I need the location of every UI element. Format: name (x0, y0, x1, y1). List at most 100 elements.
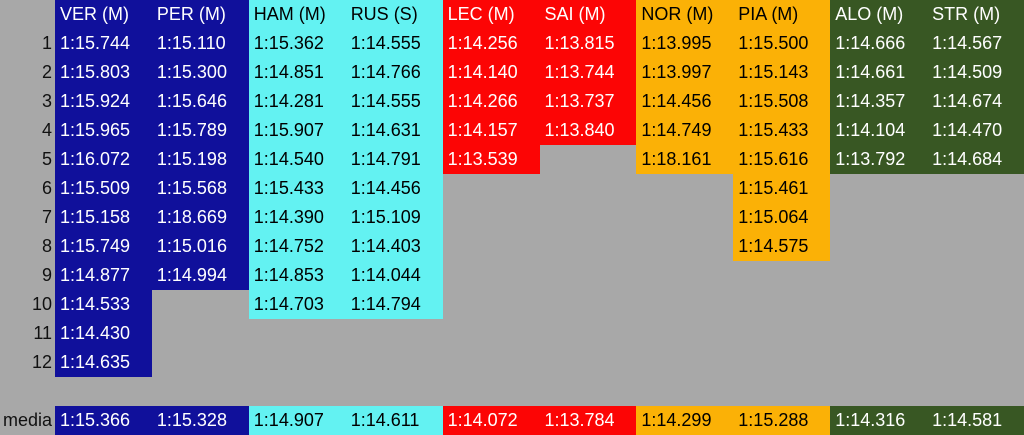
cell-alo-r4[interactable]: 1:14.104 (830, 116, 928, 145)
cell-lec-r5[interactable]: 1:13.539 (442, 145, 540, 174)
cell-lec-r2[interactable]: 1:14.140 (442, 58, 540, 87)
cell-alo-r3[interactable]: 1:14.357 (830, 87, 928, 116)
column-header-per[interactable]: PER (M) (151, 0, 249, 29)
cell-sai-r4[interactable]: 1:13.840 (539, 116, 637, 145)
cell-ham-r10[interactable]: 1:14.703 (248, 290, 346, 319)
cell-per-r3[interactable]: 1:15.646 (151, 87, 249, 116)
cell-ham-r3[interactable]: 1:14.281 (248, 87, 346, 116)
cell-ver-r11[interactable]: 1:14.430 (55, 319, 152, 348)
cell-nor-r5[interactable]: 1:18.161 (636, 145, 734, 174)
cell-ver-r12[interactable]: 1:14.635 (55, 348, 152, 377)
cell-per-r7[interactable]: 1:18.669 (151, 203, 249, 232)
cell-per-r8[interactable]: 1:15.016 (151, 232, 249, 261)
row-number[interactable]: 2 (41, 62, 52, 82)
cell-str-r4[interactable]: 1:14.470 (927, 116, 1024, 145)
cell-nor-r2[interactable]: 1:13.997 (636, 58, 734, 87)
cell-per-r5[interactable]: 1:15.198 (151, 145, 249, 174)
cell-rus-r6[interactable]: 1:14.456 (345, 174, 443, 203)
cell-nor-r4[interactable]: 1:14.749 (636, 116, 734, 145)
cell-lec-r3[interactable]: 1:14.266 (442, 87, 540, 116)
cell-pia-r3[interactable]: 1:15.508 (733, 87, 831, 116)
cell-ham-r2[interactable]: 1:14.851 (248, 58, 346, 87)
cell-ver-r4[interactable]: 1:15.965 (55, 116, 152, 145)
row-number[interactable]: 5 (41, 149, 52, 169)
cell-rus-r2[interactable]: 1:14.766 (345, 58, 443, 87)
cell-ver-r6[interactable]: 1:15.509 (55, 174, 152, 203)
cell-alo-r5[interactable]: 1:13.792 (830, 145, 928, 174)
cell-sai-r1[interactable]: 1:13.815 (539, 29, 637, 58)
cell-ver-r3[interactable]: 1:15.924 (55, 87, 152, 116)
cell-per-r9[interactable]: 1:14.994 (151, 261, 249, 290)
cell-ver-r2[interactable]: 1:15.803 (55, 58, 152, 87)
cell-ham-r6[interactable]: 1:15.433 (248, 174, 346, 203)
cell-str-r2[interactable]: 1:14.509 (927, 58, 1024, 87)
cell-pia-r8[interactable]: 1:14.575 (733, 232, 831, 261)
cell-rus-r10[interactable]: 1:14.794 (345, 290, 443, 319)
cell-rus-r4[interactable]: 1:14.631 (345, 116, 443, 145)
cell-rus-r9[interactable]: 1:14.044 (345, 261, 443, 290)
cell-ver-r7[interactable]: 1:15.158 (55, 203, 152, 232)
cell-ver-r5[interactable]: 1:16.072 (55, 145, 152, 174)
media-rus[interactable]: 1:14.611 (345, 406, 443, 435)
cell-str-r1[interactable]: 1:14.567 (927, 29, 1024, 58)
column-header-str[interactable]: STR (M) (927, 0, 1024, 29)
media-per[interactable]: 1:15.328 (151, 406, 249, 435)
row-number[interactable]: 6 (41, 178, 52, 198)
cell-pia-r5[interactable]: 1:15.616 (733, 145, 831, 174)
cell-ham-r1[interactable]: 1:15.362 (248, 29, 346, 58)
column-header-sai[interactable]: SAI (M) (539, 0, 637, 29)
row-number[interactable]: 12 (31, 352, 52, 372)
media-pia[interactable]: 1:15.288 (733, 406, 831, 435)
cell-ver-r9[interactable]: 1:14.877 (55, 261, 152, 290)
row-number[interactable]: 10 (31, 294, 52, 314)
cell-lec-r1[interactable]: 1:14.256 (442, 29, 540, 58)
row-number[interactable]: 8 (41, 236, 52, 256)
media-sai[interactable]: 1:13.784 (539, 406, 637, 435)
cell-nor-r1[interactable]: 1:13.995 (636, 29, 734, 58)
cell-nor-r3[interactable]: 1:14.456 (636, 87, 734, 116)
cell-ham-r4[interactable]: 1:15.907 (248, 116, 346, 145)
column-header-ham[interactable]: HAM (M) (248, 0, 346, 29)
row-number[interactable]: 7 (41, 207, 52, 227)
row-number[interactable]: 4 (41, 120, 52, 140)
cell-pia-r6[interactable]: 1:15.461 (733, 174, 831, 203)
row-number[interactable]: 1 (41, 33, 52, 53)
cell-str-r5[interactable]: 1:14.684 (927, 145, 1024, 174)
cell-pia-r2[interactable]: 1:15.143 (733, 58, 831, 87)
column-header-alo[interactable]: ALO (M) (830, 0, 928, 29)
row-number[interactable]: 9 (41, 265, 52, 285)
cell-str-r3[interactable]: 1:14.674 (927, 87, 1024, 116)
column-header-ver[interactable]: VER (M) (55, 0, 152, 29)
cell-rus-r1[interactable]: 1:14.555 (345, 29, 443, 58)
cell-rus-r8[interactable]: 1:14.403 (345, 232, 443, 261)
cell-sai-r3[interactable]: 1:13.737 (539, 87, 637, 116)
media-ver[interactable]: 1:15.366 (55, 406, 152, 435)
column-header-pia[interactable]: PIA (M) (733, 0, 831, 29)
column-header-nor[interactable]: NOR (M) (636, 0, 734, 29)
cell-ver-r8[interactable]: 1:15.749 (55, 232, 152, 261)
cell-per-r6[interactable]: 1:15.568 (151, 174, 249, 203)
media-alo[interactable]: 1:14.316 (830, 406, 928, 435)
cell-ham-r9[interactable]: 1:14.853 (248, 261, 346, 290)
cell-lec-r4[interactable]: 1:14.157 (442, 116, 540, 145)
media-lec[interactable]: 1:14.072 (442, 406, 540, 435)
media-row-label[interactable]: media (2, 410, 52, 430)
row-number[interactable]: 11 (33, 323, 52, 343)
cell-ver-r1[interactable]: 1:15.744 (55, 29, 152, 58)
cell-sai-r2[interactable]: 1:13.744 (539, 58, 637, 87)
media-nor[interactable]: 1:14.299 (636, 406, 734, 435)
cell-pia-r1[interactable]: 1:15.500 (733, 29, 831, 58)
cell-pia-r4[interactable]: 1:15.433 (733, 116, 831, 145)
cell-per-r2[interactable]: 1:15.300 (151, 58, 249, 87)
cell-rus-r3[interactable]: 1:14.555 (345, 87, 443, 116)
cell-ver-r10[interactable]: 1:14.533 (55, 290, 152, 319)
cell-rus-r5[interactable]: 1:14.791 (345, 145, 443, 174)
cell-alo-r2[interactable]: 1:14.661 (830, 58, 928, 87)
media-ham[interactable]: 1:14.907 (248, 406, 346, 435)
row-number[interactable]: 3 (41, 91, 52, 111)
column-header-lec[interactable]: LEC (M) (442, 0, 540, 29)
cell-pia-r7[interactable]: 1:15.064 (733, 203, 831, 232)
cell-per-r1[interactable]: 1:15.110 (151, 29, 249, 58)
cell-ham-r5[interactable]: 1:14.540 (248, 145, 346, 174)
cell-alo-r1[interactable]: 1:14.666 (830, 29, 928, 58)
